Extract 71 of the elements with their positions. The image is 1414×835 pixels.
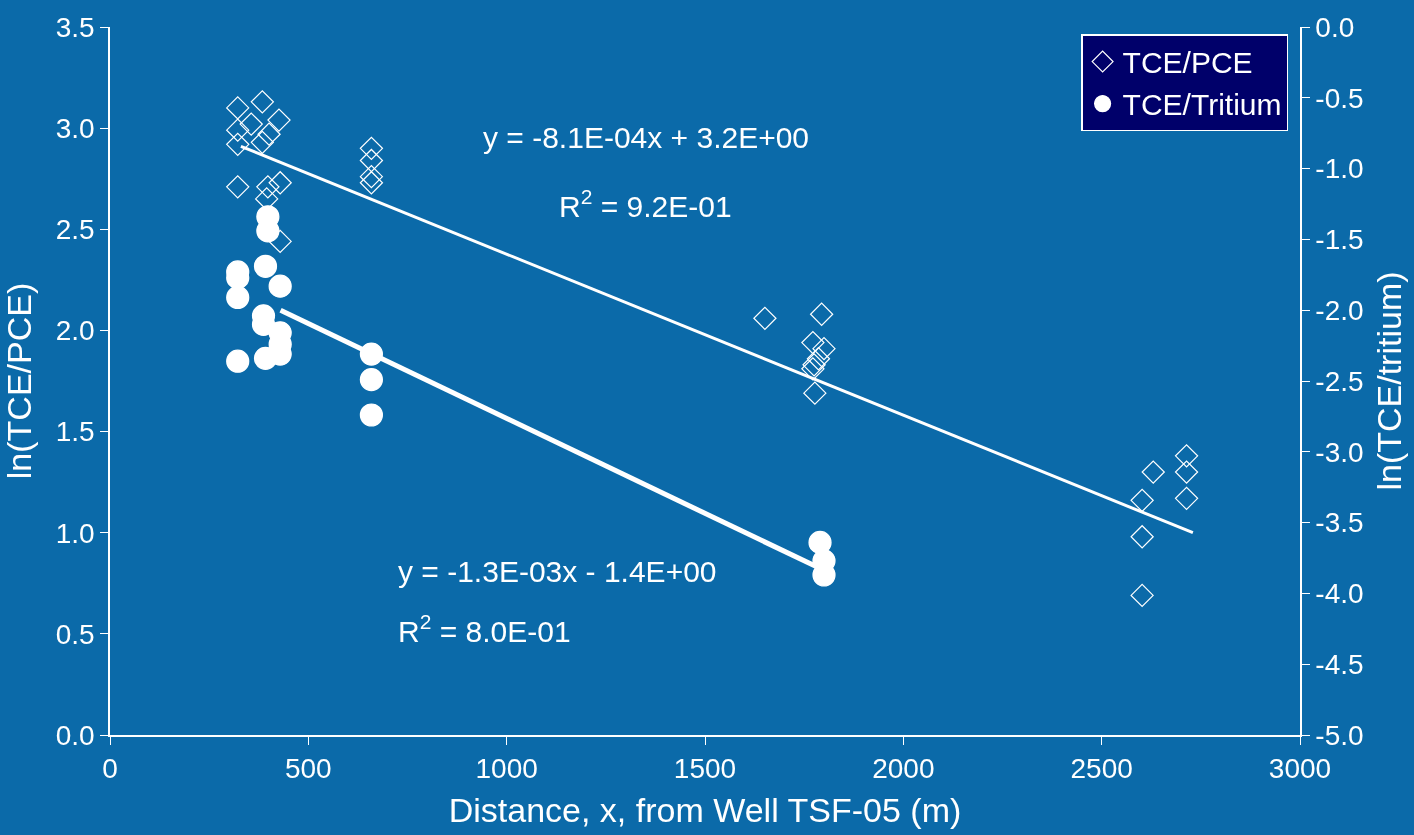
y2-tick-label: -3.5 <box>1315 507 1364 539</box>
point <box>268 274 292 298</box>
point <box>250 130 274 154</box>
point <box>268 229 292 254</box>
point <box>257 122 281 146</box>
point <box>753 306 777 330</box>
y2-tick-label: -3.0 <box>1315 436 1364 468</box>
point <box>226 285 250 310</box>
point <box>806 347 831 371</box>
y2-tick-label: -2.5 <box>1315 365 1364 397</box>
y2-tick-label: -2.0 <box>1315 295 1364 326</box>
point <box>1174 444 1199 468</box>
y-tick-label: 0.0 <box>55 719 95 751</box>
point <box>253 254 278 278</box>
x-axis-title: Distance, x, from Well TSF-05 (m) <box>448 791 962 830</box>
y2-tick-label: -4.5 <box>1315 649 1364 680</box>
y-axis-title: ln(TCE/PCE) <box>0 282 38 480</box>
y-tick-label: 2.0 <box>55 315 95 347</box>
x-tick-label: 0 <box>102 753 118 785</box>
point <box>1174 486 1199 510</box>
y-tick-label: 3.5 <box>55 11 95 43</box>
annotation: y = -8.1E-04x + 3.2E+00 <box>483 121 810 154</box>
point <box>808 530 832 555</box>
point <box>1130 488 1154 512</box>
point <box>226 175 250 199</box>
y-tick-label: 2.5 <box>55 214 95 246</box>
annotation: y = -1.3E-03x - 1.4E+00 <box>398 555 717 588</box>
point <box>226 349 250 373</box>
y2-tick-label: -5.0 <box>1315 719 1364 751</box>
y2-tick-label: -1.5 <box>1315 224 1364 256</box>
legend-label: TCE/Tritium <box>1122 88 1282 122</box>
y-tick-label: 1.5 <box>55 416 95 448</box>
point <box>226 96 250 120</box>
y2-tick-label: -1.0 <box>1315 153 1364 185</box>
point <box>1141 460 1165 484</box>
point <box>359 171 384 195</box>
point <box>1130 583 1154 608</box>
point <box>809 302 834 326</box>
y-tick-label: 3.0 <box>55 112 95 144</box>
annotation: R$^{2}$ = 8.0E-01 <box>398 610 571 648</box>
y2-tick-label: -0.5 <box>1315 82 1364 114</box>
x-tick-label: 2500 <box>1070 753 1133 785</box>
point <box>359 136 384 161</box>
y2-axis-title: ln(TCE/tritium) <box>1370 271 1409 491</box>
x-tick-label: 3000 <box>1268 753 1332 785</box>
x-tick-label: 1000 <box>475 753 538 785</box>
point <box>812 336 836 361</box>
legend-label: TCE/PCE <box>1122 46 1253 80</box>
point <box>803 381 827 405</box>
point <box>1174 460 1199 484</box>
point <box>359 165 384 189</box>
point <box>359 367 383 392</box>
y-tick-label: 1.0 <box>55 517 95 549</box>
x-tick-label: 1500 <box>673 753 737 785</box>
point <box>250 90 274 114</box>
x-tick-label: 500 <box>284 753 332 785</box>
point <box>801 330 825 355</box>
y-tick-label: 0.5 <box>55 618 95 650</box>
point <box>359 403 383 427</box>
y2-tick-label: -4.0 <box>1315 578 1364 610</box>
annotation: R$^{2}$ = 9.2E-01 <box>559 185 732 223</box>
point <box>267 108 291 132</box>
point <box>226 132 250 156</box>
point <box>1130 525 1154 549</box>
x-tick-label: 2000 <box>872 753 935 785</box>
point <box>239 112 263 136</box>
point <box>226 118 250 142</box>
point <box>359 148 384 173</box>
point <box>256 175 280 199</box>
point <box>268 171 292 195</box>
y2-tick-label: 0.0 <box>1315 11 1355 43</box>
